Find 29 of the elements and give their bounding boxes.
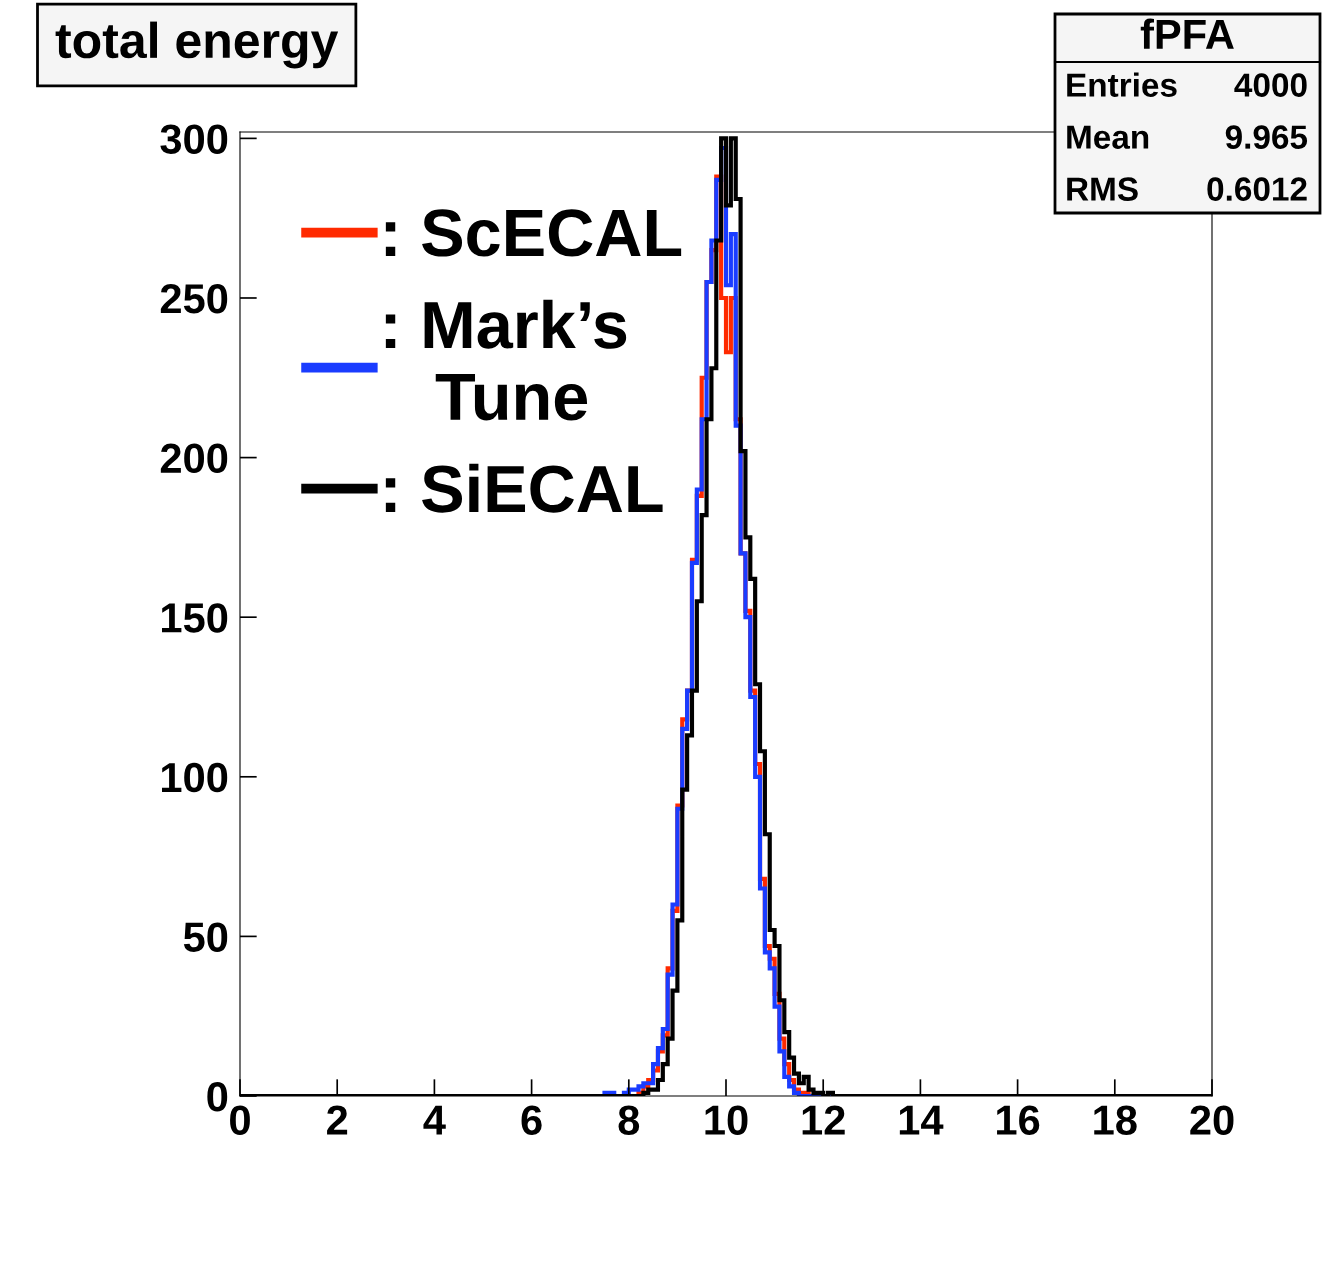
chart-title: total energy	[55, 21, 339, 69]
y-tick-label: 50	[183, 922, 228, 952]
x-tick-label: 10	[705, 1105, 748, 1135]
y-tick-label: 250	[160, 283, 228, 314]
y-tick-label: 300	[160, 124, 228, 154]
text: Entries	[1067, 72, 1177, 97]
x-tick-label: 6	[521, 1105, 542, 1135]
x-tick-label: 2	[327, 1105, 348, 1135]
annotation: RMS	[1067, 177, 1138, 201]
legend-label: : Mark’s Tune	[385, 299, 627, 421]
y-tick-label: 150	[162, 603, 228, 633]
y-tick-label: 100	[162, 762, 228, 793]
x-tick-label: 16	[997, 1105, 1040, 1135]
x-tick-label: 20	[1190, 1105, 1234, 1135]
x-tick-label: 18	[1094, 1105, 1137, 1135]
text: fPFA	[1140, 18, 1234, 49]
legend-label: : ScECAL	[385, 209, 682, 257]
x-tick-label: 0	[230, 1105, 250, 1135]
y-tick-label: 200	[160, 443, 228, 474]
legend-label: : SiECAL	[385, 463, 663, 513]
x-tick-label: 12	[802, 1105, 845, 1135]
x-tick-label: 4	[423, 1105, 446, 1135]
x-tick-label: 14	[899, 1105, 944, 1135]
annotation: 0.6012	[1207, 177, 1307, 201]
x-tick-label: 8	[618, 1105, 640, 1135]
text: 4000	[1234, 73, 1307, 97]
text: 9.965	[1225, 125, 1308, 149]
y-tick-label: 0	[207, 1082, 228, 1112]
annotation: Mean	[1067, 125, 1149, 149]
